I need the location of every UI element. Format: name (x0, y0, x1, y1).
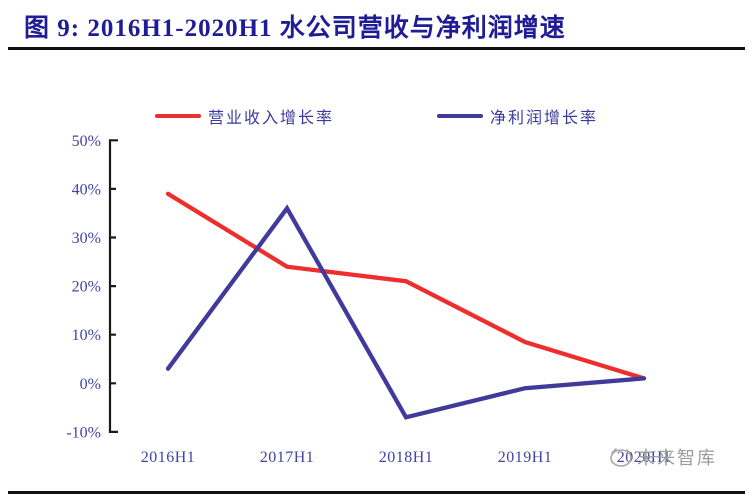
y-tick-label: 20% (72, 279, 101, 296)
y-tick-label: 0% (80, 376, 101, 393)
y-tick-label: -10% (66, 424, 101, 441)
y-tick-label: 10% (72, 327, 101, 344)
line-chart: 50% 40% 30% 20% 10% 0% -10% 2016H1 2017H1 2018H1 2… (0, 125, 752, 475)
legend-label-revenue: 营业收入增长率 (208, 110, 335, 127)
x-tick-label: 2017H1 (260, 449, 315, 466)
x-tick-label: 2016H1 (141, 449, 196, 466)
y-axis (108, 139, 118, 433)
legend-item-net-profit: 净利润增长率 (437, 104, 598, 128)
watermark-logo-icon (610, 448, 632, 467)
net-profit-line (165, 204, 647, 420)
chart-title: 图 9: 2016H1-2020H1 水公司营收与净利润增速 (24, 15, 566, 42)
x-tick-label: 2019H1 (498, 449, 553, 466)
y-tick-label: 40% (72, 181, 101, 198)
y-tick-label: 30% (72, 230, 101, 247)
bottom-divider (8, 491, 745, 494)
legend-item-revenue: 营业收入增长率 (155, 104, 334, 128)
watermark-text: 未来智库 (637, 448, 717, 468)
revenue-line-swatch (155, 114, 201, 118)
chart-legend: 营业收入增长率 净利润增长率 (0, 104, 752, 128)
net-profit-line-swatch (437, 114, 483, 118)
legend-label-net-profit: 净利润增长率 (490, 110, 599, 127)
watermark: 未来智库 (608, 444, 717, 470)
title-divider (8, 47, 745, 50)
revenue-line (165, 191, 647, 381)
y-tick-label: 50% (72, 133, 101, 150)
line-chart-svg: 50% 40% 30% 20% 10% 0% -10% 2016H1 2017H1 2018H1 2… (66, 133, 670, 466)
x-tick-label: 2018H1 (379, 449, 434, 466)
